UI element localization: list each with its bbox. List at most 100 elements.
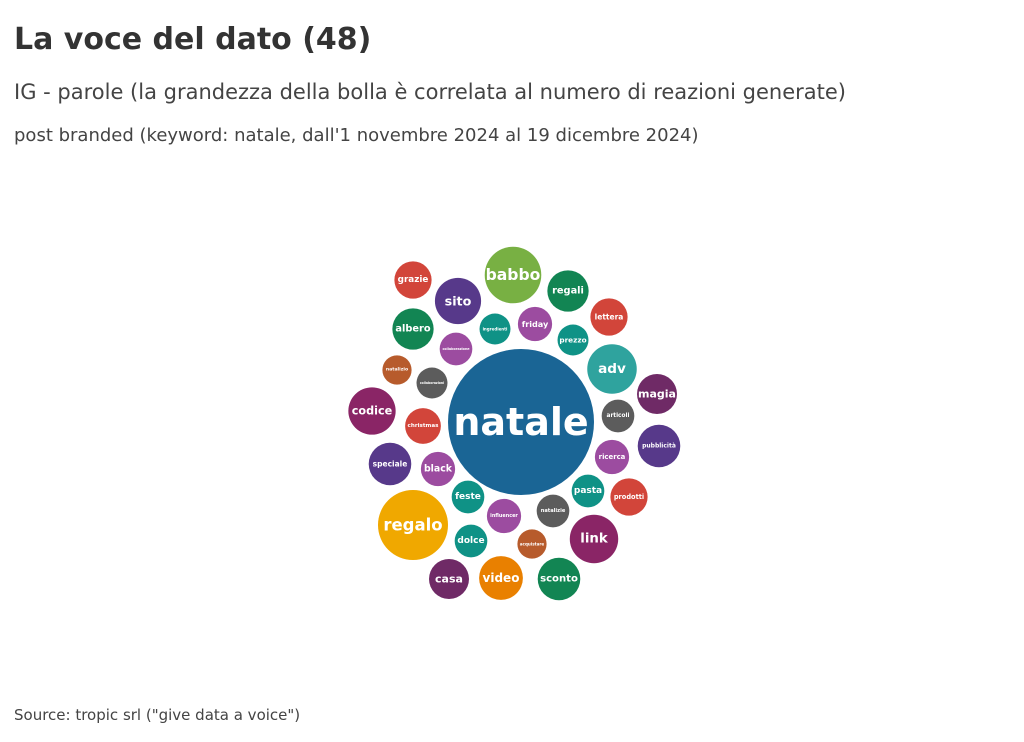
bubble-natalizio: natalizio: [382, 355, 412, 385]
bubble-circle: [537, 557, 581, 601]
bubble-acquistare: acquistare: [517, 529, 547, 559]
bubble-label: collaborazioni: [420, 381, 444, 385]
bubble-label: ricerca: [599, 453, 626, 461]
bubble-link: link: [569, 514, 619, 564]
bubble-label: acquistare: [520, 542, 545, 547]
bubble-grazie: grazie: [394, 261, 432, 299]
bubble-label: pasta: [574, 486, 602, 496]
bubble-circle: [382, 355, 412, 385]
bubble-circle: [517, 529, 547, 559]
bubble-circle: [439, 332, 473, 366]
bubble-label: sito: [445, 294, 472, 309]
bubble-label: influencer: [490, 513, 518, 519]
bubble-circle: [610, 478, 648, 516]
bubble-casa: casa: [429, 559, 469, 599]
bubble-circle: [486, 498, 522, 534]
bubble-influencer: influencer: [486, 498, 522, 534]
bubble-feste: feste: [451, 480, 485, 514]
bubble-label: lettera: [595, 313, 624, 322]
bubble-articoli: articoli: [601, 399, 635, 433]
bubble-video: video: [479, 556, 523, 600]
bubble-regalo: regalo: [377, 489, 449, 561]
bubble-label: albero: [395, 324, 430, 335]
bubble-label: christmas: [408, 423, 440, 429]
bubble-circle: [557, 324, 589, 356]
bubble-label: sconto: [540, 574, 578, 585]
bubble-circle: [569, 514, 619, 564]
bubble-collaborazioni: collaborazioni: [416, 367, 448, 399]
bubble-black: black: [420, 451, 456, 487]
bubble-circle: [451, 480, 485, 514]
bubble-speciale: speciale: [368, 442, 412, 486]
bubble-pasta: pasta: [571, 474, 605, 508]
bubble-christmas: christmas: [405, 408, 441, 444]
bubble-circle: [479, 313, 511, 345]
bubble-circle: [536, 494, 570, 528]
bubble-circle: [368, 442, 412, 486]
bubble-collaborazione: collaborazione: [439, 332, 473, 366]
chart-note: post branded (keyword: natale, dall'1 no…: [14, 125, 699, 146]
bubble-prezzo: prezzo: [557, 324, 589, 356]
bubble-circle: [587, 344, 637, 394]
bubble-label: dolce: [457, 536, 484, 546]
bubble-label: ingredienti: [483, 327, 508, 332]
bubble-label: link: [580, 532, 609, 547]
bubble-label: adv: [598, 361, 626, 377]
bubble-label: friday: [522, 319, 549, 329]
bubble-circle: [484, 246, 542, 304]
bubble-label: natale: [453, 400, 588, 444]
bubble-label: collaborazione: [442, 347, 470, 351]
bubble-circle: [348, 387, 396, 435]
chart-title: La voce del dato (48): [14, 22, 372, 57]
bubble-label: magia: [638, 388, 676, 401]
bubble-albero: albero: [392, 308, 434, 350]
bubble-sito: sito: [434, 277, 482, 325]
bubble-circle: [479, 556, 523, 600]
bubble-label: pubblicità: [642, 443, 676, 450]
bubble-label: babbo: [486, 266, 541, 284]
bubble-circle: [420, 451, 456, 487]
bubble-circle: [594, 439, 630, 475]
bubble-circle: [547, 270, 589, 312]
bubble-dolce: dolce: [454, 524, 488, 558]
bubble-ricerca: ricerca: [594, 439, 630, 475]
bubble-prodotti: prodotti: [610, 478, 648, 516]
bubble-pubblicit: pubblicità: [637, 424, 681, 468]
bubble-label: casa: [435, 573, 463, 586]
bubble-adv: adv: [587, 344, 637, 394]
bubble-label: feste: [455, 492, 481, 502]
bubble-label: grazie: [398, 275, 429, 285]
bubble-label: articoli: [607, 413, 630, 419]
bubble-label: regalo: [383, 516, 442, 535]
bubble-label: natalizio: [386, 367, 408, 373]
bubble-circle: [590, 298, 628, 336]
bubble-circle: [637, 424, 681, 468]
bubble-circle: [454, 524, 488, 558]
bubble-circle: [637, 374, 677, 414]
bubble-label: regali: [552, 286, 584, 297]
bubble-label: natalizie: [541, 508, 566, 514]
bubble-circle: [394, 261, 432, 299]
bubble-circle: [405, 408, 441, 444]
chart-subtitle: IG - parole (la grandezza della bolla è …: [14, 80, 847, 104]
bubble-circle: [429, 559, 469, 599]
bubble-regali: regali: [547, 270, 589, 312]
bubble-magia: magia: [637, 374, 677, 414]
bubble-label: video: [483, 571, 520, 585]
bubble-label: codice: [352, 405, 393, 418]
bubble-circle: [392, 308, 434, 350]
bubble-circle: [571, 474, 605, 508]
bubble-circle: [377, 489, 449, 561]
bubble-ingredienti: ingredienti: [479, 313, 511, 345]
bubble-circle: [448, 349, 594, 495]
bubble-label: black: [424, 464, 453, 475]
bubble-friday: friday: [517, 306, 553, 342]
bubble-circle: [601, 399, 635, 433]
bubble-circle: [517, 306, 553, 342]
bubble-codice: codice: [348, 387, 396, 435]
bubble-natale: natale: [448, 349, 594, 495]
bubble-label: prezzo: [559, 336, 586, 345]
bubble-lettera: lettera: [590, 298, 628, 336]
bubble-sconto: sconto: [537, 557, 581, 601]
